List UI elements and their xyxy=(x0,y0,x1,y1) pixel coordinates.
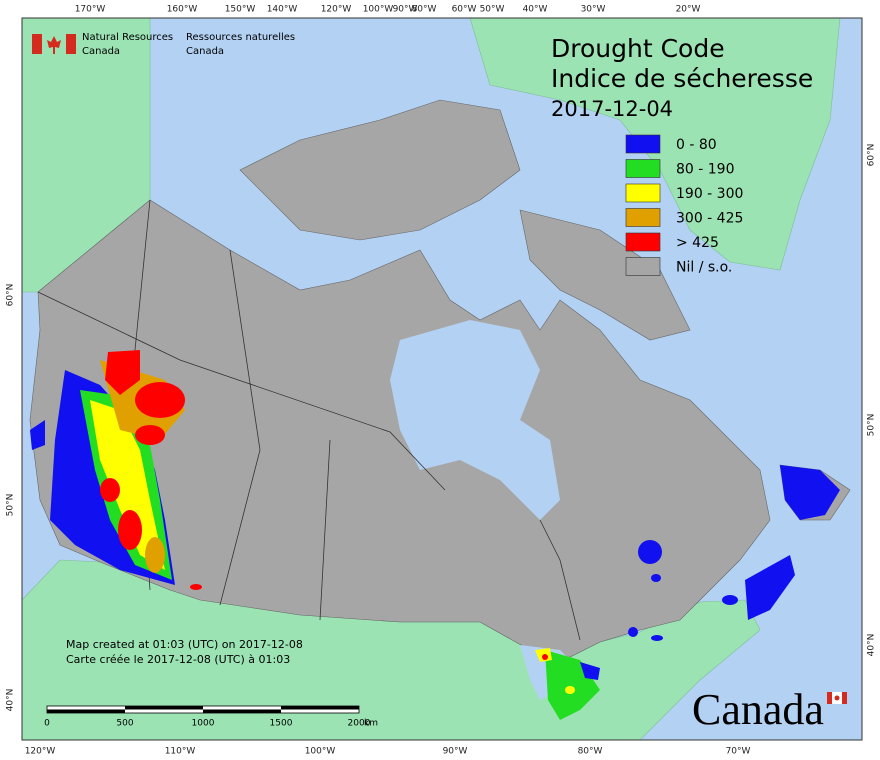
legend-swatch xyxy=(625,159,661,178)
latitude-label: 60°N xyxy=(867,144,877,167)
title-fr: Indice de sécheresse xyxy=(551,64,813,93)
longitude-label: 80°W xyxy=(578,747,603,757)
latitude-label: 60°N xyxy=(6,284,16,307)
longitude-label: 110°W xyxy=(165,747,196,757)
latitude-label: 40°N xyxy=(867,634,877,657)
canada-wordmark: Canada xyxy=(692,685,824,734)
longitude-label: 120°W xyxy=(25,747,56,757)
longitude-label: 90°W xyxy=(443,747,468,757)
longitude-label: 20°W xyxy=(676,5,701,15)
legend-label: 0 - 80 xyxy=(676,137,717,153)
longitude-label: 170°W xyxy=(75,5,106,15)
logo-fr-2: Canada xyxy=(186,46,224,57)
canada-flag xyxy=(827,692,847,704)
legend-label: Nil / s.o. xyxy=(676,260,732,276)
note-fr: Carte créée le 2017-12-08 (UTC) à 01:03 xyxy=(66,653,290,666)
legend-label: 300 - 425 xyxy=(676,211,743,227)
legend: 0 - 80 80 - 190 190 - 300 300 - 425 > 425 Nil… xyxy=(625,134,743,276)
map-frame xyxy=(21,17,862,741)
longitude-label: 100°W xyxy=(363,5,394,15)
hudson-bay xyxy=(390,320,560,520)
drought-areas xyxy=(30,350,840,720)
logo-en-2: Canada xyxy=(82,46,120,57)
scale-label: 0 xyxy=(44,719,50,729)
longitude-label: 60°W xyxy=(452,5,477,15)
longitude-label: 140°W xyxy=(267,5,298,15)
nrcan-logo xyxy=(32,34,76,54)
title-en: Drought Code xyxy=(551,34,725,63)
arctic-islands xyxy=(239,99,521,241)
longitude-label: 50°W xyxy=(480,5,505,15)
scale-label: 2000 xyxy=(348,719,371,729)
legend-swatch xyxy=(625,134,661,154)
legend-label: 190 - 300 xyxy=(676,186,743,202)
scale-label: 1000 xyxy=(192,719,215,729)
latitude-label: 50°N xyxy=(6,494,16,517)
longitude-label: 150°W xyxy=(225,5,256,15)
longitude-label: 160°W xyxy=(167,5,198,15)
scale-labels: 0 500 1000 1500 2000 xyxy=(44,719,371,729)
title-date: 2017-12-04 xyxy=(551,97,673,121)
logo-en-1: Natural Resources xyxy=(82,32,173,43)
longitude-label: 70°W xyxy=(726,747,751,757)
map-border xyxy=(21,17,863,741)
canada-mainland xyxy=(29,199,771,663)
scale-label: 1500 xyxy=(270,719,293,729)
legend-swatch xyxy=(625,208,661,227)
longitude-label: 80°W xyxy=(412,5,437,15)
legend-label: > 425 xyxy=(676,235,719,251)
latitude-label: 40°N xyxy=(6,689,16,712)
longitude-label: 120°W xyxy=(321,5,352,15)
scale-bar xyxy=(46,705,360,714)
legend-swatch xyxy=(625,183,661,203)
legend-swatch xyxy=(625,257,661,276)
longitude-label: 90°W xyxy=(393,5,418,15)
logo-fr-1: Ressources naturelles xyxy=(186,32,295,43)
legend-swatch xyxy=(625,232,661,252)
scale-unit: km xyxy=(364,719,378,729)
longitude-label: 40°W xyxy=(523,5,548,15)
latitude-label: 50°N xyxy=(867,414,877,437)
note-en: Map created at 01:03 (UTC) on 2017-12-08 xyxy=(66,638,303,651)
baffin-island xyxy=(519,209,691,341)
graticule-labels: 170°W 160°W 150°W 140°W 120°W 100°W 90°W80°W 60… xyxy=(6,5,877,757)
longitude-label: 100°W xyxy=(305,747,336,757)
longitude-label: 30°W xyxy=(581,5,606,15)
scale-label: 500 xyxy=(116,719,133,729)
legend-label: 80 - 190 xyxy=(676,162,735,178)
